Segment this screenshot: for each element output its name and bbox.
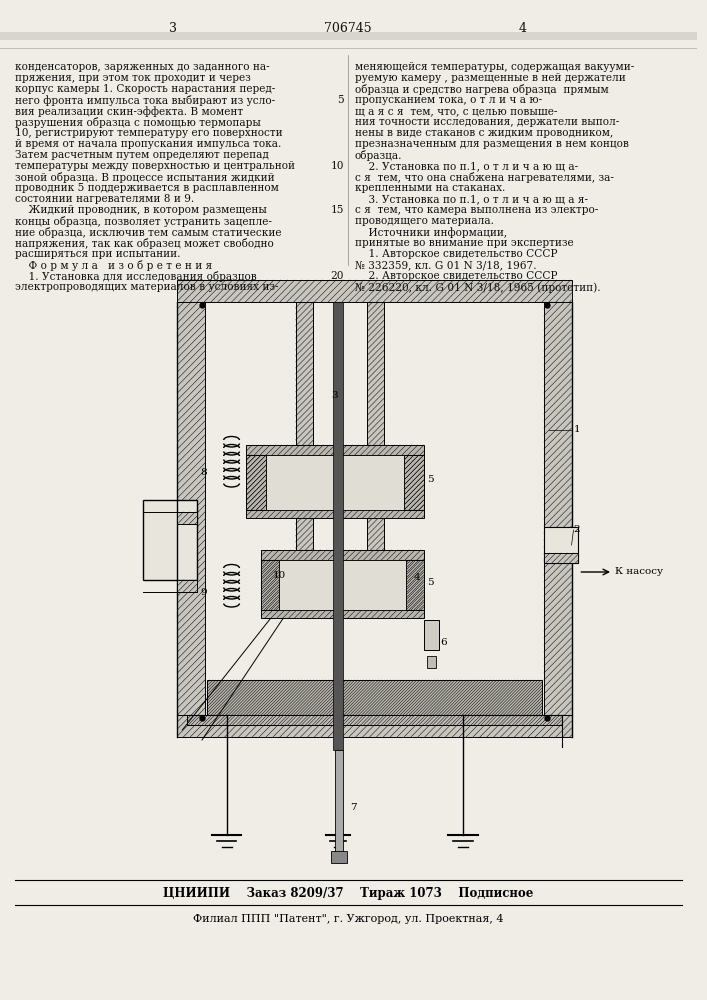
- Text: Филиал ППП "Патент", г. Ужгород, ул. Проектная, 4: Филиал ППП "Патент", г. Ужгород, ул. Про…: [192, 914, 503, 924]
- Bar: [261, 610, 423, 618]
- Text: 4: 4: [414, 573, 421, 582]
- Text: 3. Установка по п.1, о т л и ч а ю щ а я-: 3. Установка по п.1, о т л и ч а ю щ а я…: [355, 194, 588, 204]
- Bar: [296, 302, 313, 590]
- Text: пропусканием тока, о т л и ч а ю-: пропусканием тока, о т л и ч а ю-: [355, 95, 542, 105]
- Text: й время от начала пропускания импульса тока.: й время от начала пропускания импульса т…: [15, 139, 281, 149]
- Text: ния точности исследования, держатели выпол-: ния точности исследования, держатели вып…: [355, 117, 619, 127]
- Text: 20: 20: [330, 271, 344, 281]
- Text: 15: 15: [331, 205, 344, 215]
- Bar: [333, 302, 343, 750]
- Text: меняющейся температуры, содержащая вакууми-: меняющейся температуры, содержащая вакуу…: [355, 62, 634, 72]
- Text: с я  тем, что камера выполнена из электро-: с я тем, что камера выполнена из электро…: [355, 205, 598, 215]
- Bar: [427, 656, 436, 668]
- Text: ЦНИИПИ    Заказ 8209/37    Тираж 1073    Подписное: ЦНИИПИ Заказ 8209/37 Тираж 1073 Подписно…: [163, 888, 533, 900]
- Text: 10: 10: [272, 571, 286, 580]
- Bar: [544, 553, 578, 563]
- Text: с я  тем, что она снабжена нагревателями, за-: с я тем, что она снабжена нагревателями,…: [355, 172, 614, 183]
- Text: 5: 5: [427, 578, 433, 587]
- Text: 9: 9: [200, 588, 207, 597]
- Text: вия реализации скин-эффекта. В момент: вия реализации скин-эффекта. В момент: [15, 106, 243, 117]
- Bar: [279, 560, 406, 610]
- Text: нены в виде стаканов с жидким проводником,: нены в виде стаканов с жидким проводнико…: [355, 128, 613, 138]
- Text: 10: 10: [330, 161, 344, 171]
- Text: 2: 2: [573, 526, 580, 534]
- Bar: [266, 455, 404, 510]
- Bar: [177, 512, 197, 524]
- Text: корпус камеры 1. Скорость нарастания перед-: корпус камеры 1. Скорость нарастания пер…: [15, 84, 275, 94]
- Text: 1. Авторское свидетельство СССР: 1. Авторское свидетельство СССР: [355, 249, 557, 259]
- Bar: [335, 750, 343, 855]
- Text: проводник 5 поддерживается в расплавленном: проводник 5 поддерживается в расплавленн…: [15, 183, 279, 193]
- Bar: [331, 851, 347, 863]
- Text: 1. Установка для исследования образцов: 1. Установка для исследования образцов: [15, 271, 257, 282]
- Bar: [261, 550, 423, 560]
- Text: 2. Авторское свидетельство СССР: 2. Авторское свидетельство СССР: [355, 271, 557, 281]
- Text: 10, регистрируют температуру его поверхности: 10, регистрируют температуру его поверхн…: [15, 128, 282, 138]
- Text: образца и средство нагрева образца  прямым: образца и средство нагрева образца прямы…: [355, 84, 609, 95]
- Text: зоной образца. В процессе испытания жидкий: зоной образца. В процессе испытания жидк…: [15, 172, 274, 183]
- Text: температуры между поверхностью и центральной: температуры между поверхностью и централ…: [15, 161, 295, 171]
- Text: состоянии нагревателями 8 и 9.: состоянии нагревателями 8 и 9.: [15, 194, 194, 204]
- Text: образца.: образца.: [355, 150, 402, 161]
- Bar: [246, 455, 266, 510]
- Text: руемую камеру , размещенные в ней держатели: руемую камеру , размещенные в ней держат…: [355, 73, 626, 83]
- Text: напряжения, так как образец может свободно: напряжения, так как образец может свобод…: [15, 238, 274, 249]
- Text: концы образца, позволяет устранить зацепле-: концы образца, позволяет устранить зацеп…: [15, 216, 271, 227]
- Text: 8: 8: [200, 468, 207, 477]
- Text: 3: 3: [170, 21, 177, 34]
- Text: 706745: 706745: [324, 21, 372, 34]
- Bar: [246, 445, 423, 455]
- Text: конденсаторов, заряженных до заданного на-: конденсаторов, заряженных до заданного н…: [15, 62, 269, 72]
- Text: проводящего материала.: проводящего материала.: [355, 216, 493, 226]
- Text: № 226220, кл. G 01 N 3/18, 1965 (прототип).: № 226220, кл. G 01 N 3/18, 1965 (прототи…: [355, 282, 600, 293]
- Bar: [313, 302, 366, 590]
- Text: презназначенным для размещения в нем концов: презназначенным для размещения в нем кон…: [355, 139, 629, 149]
- Bar: [177, 580, 197, 592]
- Text: Ф о р м у л а   и з о б р е т е н и я: Ф о р м у л а и з о б р е т е н и я: [15, 260, 212, 271]
- Bar: [246, 510, 423, 518]
- Text: расширяться при испытании.: расширяться при испытании.: [15, 249, 180, 259]
- Text: 5: 5: [337, 95, 344, 105]
- Bar: [177, 280, 571, 302]
- Text: щ а я с я  тем, что, с целью повыше-: щ а я с я тем, что, с целью повыше-: [355, 106, 557, 116]
- Text: пряжения, при этом ток проходит и через: пряжения, при этом ток проходит и через: [15, 73, 250, 83]
- Text: Затем расчетным путем определяют перепад: Затем расчетным путем определяют перепад: [15, 150, 269, 160]
- Bar: [261, 560, 279, 610]
- Text: 3: 3: [332, 390, 339, 399]
- Text: электропроводящих материалов в условиях из-: электропроводящих материалов в условиях …: [15, 282, 279, 292]
- Text: № 332359, кл. G 01 N 3/18, 1967.: № 332359, кл. G 01 N 3/18, 1967.: [355, 260, 537, 270]
- Bar: [404, 455, 423, 510]
- Text: разрушения образца с помощью термопары: разрушения образца с помощью термопары: [15, 117, 261, 128]
- Bar: [406, 560, 423, 610]
- Bar: [177, 715, 571, 737]
- Text: 6: 6: [440, 638, 447, 647]
- Text: 2. Установка по п.1, о т л и ч а ю щ а-: 2. Установка по п.1, о т л и ч а ю щ а-: [355, 161, 578, 171]
- Bar: [366, 302, 385, 590]
- Bar: [187, 715, 561, 725]
- Bar: [177, 302, 205, 715]
- Text: 7: 7: [350, 803, 356, 812]
- Text: 4: 4: [518, 21, 526, 34]
- Text: К насосу: К насосу: [615, 568, 663, 576]
- Text: ние образца, исключив тем самым статические: ние образца, исключив тем самым статичес…: [15, 227, 281, 238]
- Text: принятые во внимание при экспертизе: принятые во внимание при экспертизе: [355, 238, 573, 248]
- Bar: [544, 302, 571, 715]
- Bar: [207, 680, 542, 715]
- Text: 1: 1: [573, 426, 580, 434]
- Text: Жидкий проводник, в котором размещены: Жидкий проводник, в котором размещены: [15, 205, 267, 215]
- Text: Источники информации,: Источники информации,: [355, 227, 507, 238]
- Bar: [423, 620, 438, 650]
- Text: него фронта импульса тока выбирают из усло-: него фронта импульса тока выбирают из ус…: [15, 95, 275, 106]
- Text: крепленными на стаканах.: крепленными на стаканах.: [355, 183, 505, 193]
- Bar: [544, 527, 578, 563]
- Bar: [0, 32, 696, 40]
- Bar: [143, 500, 197, 580]
- Text: 5: 5: [427, 475, 433, 484]
